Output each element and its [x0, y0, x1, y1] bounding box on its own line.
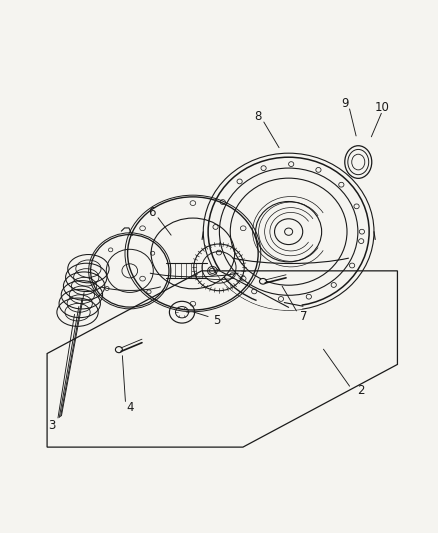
- Text: 2: 2: [357, 384, 364, 397]
- Text: 8: 8: [254, 110, 262, 123]
- Text: 7: 7: [300, 310, 307, 323]
- Text: 3: 3: [48, 419, 55, 432]
- Ellipse shape: [116, 346, 122, 353]
- Text: 9: 9: [342, 97, 349, 110]
- Ellipse shape: [259, 278, 266, 284]
- Text: 5: 5: [213, 314, 220, 327]
- Text: 6: 6: [148, 206, 155, 219]
- Text: 4: 4: [126, 401, 134, 415]
- Text: 10: 10: [375, 101, 390, 114]
